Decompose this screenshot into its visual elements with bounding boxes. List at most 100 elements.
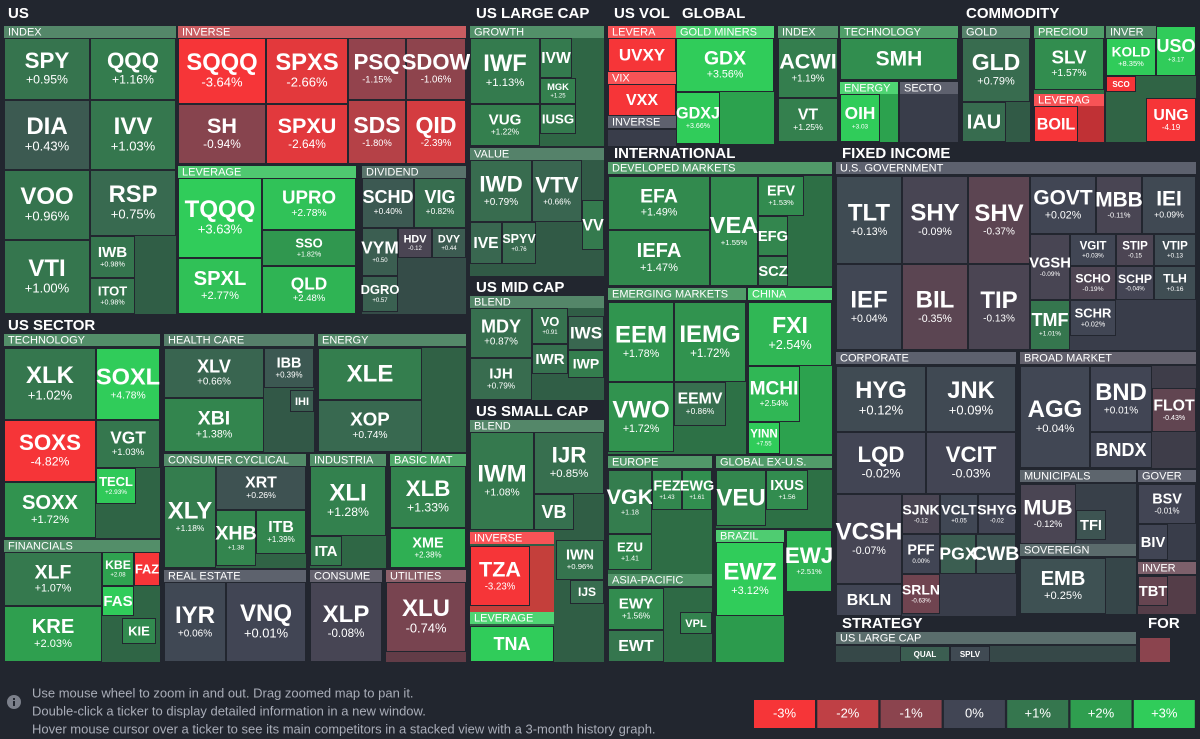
tile <box>470 626 554 662</box>
tile <box>840 94 880 142</box>
tile-ticker: IWN <box>566 548 594 564</box>
group-strip <box>386 570 466 582</box>
tile-change: +0.85% <box>550 468 589 480</box>
tile-change: -0.03% <box>952 466 991 480</box>
tile <box>680 612 712 634</box>
tile-ticker: VCIT <box>946 442 997 467</box>
tile-change: +1.56% <box>622 611 651 621</box>
tile-change: +0.91 <box>542 330 558 336</box>
tile-ticker: SHYG <box>977 501 1017 517</box>
filler-tile <box>1140 638 1170 662</box>
group-strip <box>676 26 774 38</box>
tile-change: -0.35% <box>918 313 952 325</box>
tile <box>710 176 758 286</box>
tile-change: +3.56% <box>707 69 744 81</box>
tile-change: +0.79% <box>484 197 518 208</box>
tile-change: +0.12% <box>859 402 904 417</box>
tile <box>256 510 306 554</box>
tile-change: +1.72% <box>623 423 660 435</box>
tile-ticker: DIA <box>26 113 67 140</box>
tile <box>902 534 940 574</box>
tile-ticker: XLV <box>197 356 231 376</box>
tile <box>1106 38 1156 76</box>
group-title: TECHNOLOGY <box>8 334 86 346</box>
tile-change: +7.55 <box>756 441 772 447</box>
tile <box>1154 234 1196 266</box>
tile <box>134 552 160 586</box>
tile-ticker: UNG <box>1153 107 1188 124</box>
tile-ticker: IJH <box>489 365 513 382</box>
tile <box>1030 176 1096 234</box>
tile-ticker: KRE <box>32 616 75 638</box>
tile-ticker: IVE <box>473 235 498 252</box>
tile-ticker: EWZ <box>723 558 776 585</box>
tile-ticker: VIG <box>424 187 455 207</box>
tile-ticker: FXI <box>772 312 808 338</box>
tile <box>4 348 96 420</box>
group-title: VIX <box>612 72 630 84</box>
tile <box>178 104 266 164</box>
tile-change: +2.08 <box>110 573 126 579</box>
tile-ticker: DGRO <box>361 282 400 297</box>
tile-ticker: ACWI <box>779 48 837 73</box>
group-title: ASIA-PACIFIC <box>612 574 683 586</box>
tile-ticker: BOIL <box>1037 115 1076 133</box>
group-title: PRECIOU <box>1038 26 1088 38</box>
tile-change: +0.06% <box>178 629 212 640</box>
tile-change: +1.72% <box>31 514 69 526</box>
legend-box <box>754 700 815 728</box>
tile-change: -0.09% <box>1040 271 1061 278</box>
tile-ticker: SCHR <box>1075 306 1112 321</box>
tile-ticker: TBT <box>1139 584 1168 600</box>
tile-ticker: VGIT <box>1080 241 1107 253</box>
tile <box>568 316 604 350</box>
tile-change: +4.78% <box>110 390 145 401</box>
group-strip <box>470 420 604 432</box>
tile-ticker: BSV <box>1152 491 1182 507</box>
tile-ticker: IWP <box>573 356 599 372</box>
info-icon-stem <box>13 701 15 706</box>
tile-ticker: PGX <box>939 544 976 564</box>
tile <box>556 540 604 580</box>
group-strip <box>4 334 160 346</box>
group-strip <box>1138 562 1196 574</box>
tile-ticker: SPY <box>25 48 70 73</box>
tile <box>608 588 664 630</box>
footer-line: Double-click a ticker to display detaile… <box>32 703 426 718</box>
tile-ticker: SRLN <box>902 581 940 597</box>
tile-ticker: QID <box>416 112 457 138</box>
tile-change: +1.43 <box>659 495 675 501</box>
tile-change: -0.19% <box>1082 286 1103 293</box>
group-strip <box>470 26 604 38</box>
group-title: LEVERAGE <box>182 166 241 178</box>
tile-change: +1.02% <box>28 387 73 402</box>
tile-ticker: MGK <box>547 82 569 92</box>
tile <box>836 584 902 616</box>
tile-ticker: VT <box>798 106 819 123</box>
tile-change: +0.05 <box>951 518 967 525</box>
tile <box>262 266 356 314</box>
section-title: INTERNATIONAL <box>614 145 735 162</box>
tile-ticker: GLD <box>972 49 1021 75</box>
tile-ticker: VGSH <box>1029 255 1071 271</box>
tile-change: +2.48% <box>293 293 326 304</box>
tile-ticker: XLP <box>323 601 370 628</box>
tile-ticker: BIL <box>916 286 955 313</box>
group-strip <box>470 148 604 160</box>
tile <box>532 308 568 344</box>
tile-ticker: VCLT <box>941 501 977 517</box>
section-title: FIXED INCOME <box>842 145 950 162</box>
tile <box>674 302 746 382</box>
tile-change: +0.13 <box>1167 252 1183 259</box>
tile-change: +0.95% <box>26 72 68 86</box>
tile-ticker: IAU <box>967 111 1001 133</box>
tile <box>674 382 726 426</box>
tile <box>164 348 264 398</box>
tile-change: +1.72% <box>690 347 730 360</box>
tile-ticker: BND <box>1095 379 1146 406</box>
tile <box>178 258 262 314</box>
tile-change: -1.15% <box>362 75 392 85</box>
tile-ticker: RSP <box>109 181 158 208</box>
tile-change: -0.12 <box>408 246 422 252</box>
tile-ticker: FAZ <box>135 561 159 576</box>
